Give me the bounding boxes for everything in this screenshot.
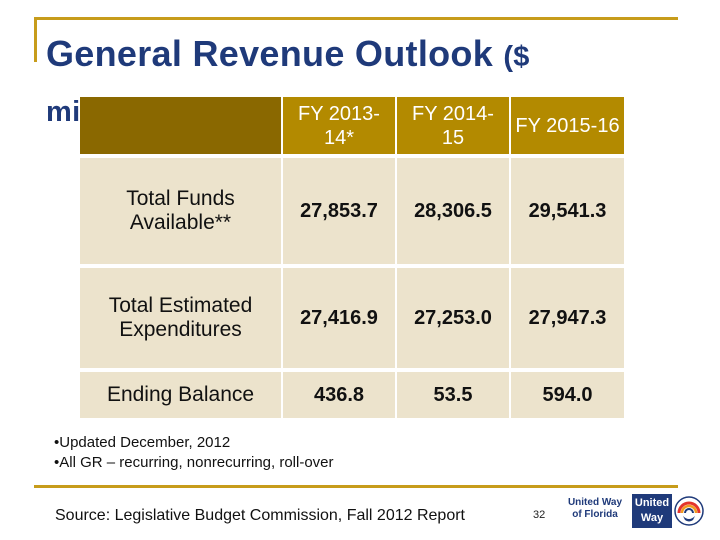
frame-bottom-rule (34, 485, 678, 488)
logo-line: Way (640, 512, 664, 524)
footnotes: •Updated December, 2012 •All GR – recurr… (54, 433, 334, 473)
row-label: Ending Balance (80, 368, 283, 418)
cell-value: 594.0 (510, 368, 624, 418)
united-way-florida-logo: United Way of Florida (566, 497, 624, 521)
title-main: General Revenue Outlook (46, 33, 494, 74)
logo-line: of Florida (572, 509, 618, 520)
united-way-wordmark: United Way (632, 494, 672, 528)
header-fy-2015-16: FY 2015-16 (510, 97, 624, 156)
footnote-updated: •Updated December, 2012 (54, 434, 231, 451)
footnote-gr: •All GR – recurring, nonrecurring, roll-… (54, 454, 334, 471)
logo-line: United (634, 497, 670, 509)
united-way-logo: United Way (632, 494, 704, 528)
revenue-table: FY 2013-14* FY 2014-15 FY 2015-16 Total … (80, 97, 624, 418)
logo-line: United Way (567, 497, 623, 508)
cell-value: 29,541.3 (510, 154, 624, 266)
row-label: Total Estimated Expenditures (80, 264, 283, 370)
frame-left-rule (34, 17, 37, 62)
cell-value: 27,253.0 (396, 264, 511, 370)
source-citation: Source: Legislative Budget Commission, F… (55, 507, 465, 524)
row-label: Total Funds Available** (80, 154, 283, 266)
table-row: Total Estimated Expenditures 27,416.9 27… (80, 264, 624, 370)
table-row: Total Funds Available** 27,853.7 28,306.… (80, 154, 624, 266)
cell-value: 28,306.5 (396, 154, 511, 266)
header-fy-2013-14: FY 2013-14* (282, 97, 397, 156)
cell-value: 27,947.3 (510, 264, 624, 370)
frame-top-rule (34, 17, 678, 20)
cell-value: 436.8 (282, 368, 397, 418)
table-header-row: FY 2013-14* FY 2014-15 FY 2015-16 (80, 97, 624, 156)
hand-rainbow-icon (674, 496, 704, 526)
table-row: Ending Balance 436.8 53.5 594.0 (80, 368, 624, 418)
cell-value: 27,416.9 (282, 264, 397, 370)
cell-value: 27,853.7 (282, 154, 397, 266)
header-fy-2014-15: FY 2014-15 (396, 97, 511, 156)
header-stub (80, 97, 283, 156)
cell-value: 53.5 (396, 368, 511, 418)
page-number: 32 (533, 509, 546, 521)
